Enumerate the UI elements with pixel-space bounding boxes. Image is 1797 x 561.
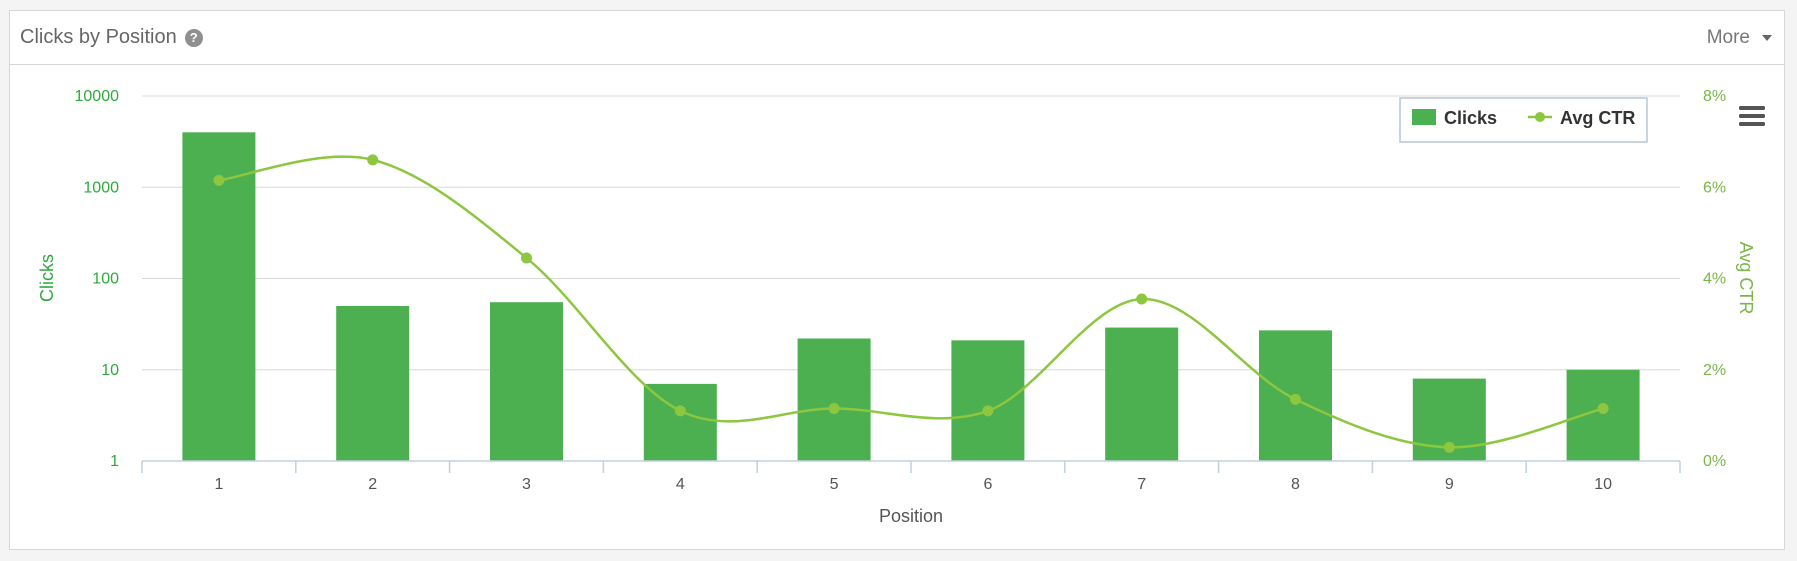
y-tick-label: 100 [92,271,119,288]
ctr-point [982,405,994,417]
ctr-point [213,174,225,186]
ctr-point [674,405,686,417]
bar [951,340,1025,461]
y-tick-label: 1000 [83,179,119,196]
more-dropdown-button[interactable]: More [1707,27,1772,49]
ctr-point [828,403,840,415]
y2-tick-label: 8% [1703,88,1726,105]
bar [643,383,717,461]
x-tick-label: 8 [1291,476,1300,493]
x-tick-label: 9 [1445,476,1454,493]
y2-axis-title: Avg CTR [1736,242,1756,315]
y2-tick-label: 6% [1703,179,1726,196]
ctr-point [367,154,379,166]
caret-down-icon [1762,34,1772,41]
ctr-point [1443,441,1455,453]
legend-ctr-marker [1535,112,1545,122]
panel-header: Clicks by Position ? More [10,11,1784,65]
x-axis-title: Position [879,506,943,526]
ctr-line [218,155,1604,449]
x-tick-label: 7 [1137,476,1146,493]
x-tick-label: 4 [676,476,685,493]
question-circle-icon[interactable]: ? [184,28,203,47]
y-tick-label: 10000 [75,88,120,105]
x-tick-label: 6 [983,476,992,493]
panel-title: Clicks by Position [20,26,177,48]
legend-clicks-swatch [1412,109,1436,125]
y2-tick-label: 2% [1703,362,1726,379]
hamburger-menu-icon[interactable] [1739,106,1765,126]
y-axis-title: Clicks [37,254,57,302]
y-tick-label: 10 [101,362,119,379]
ctr-point [1597,403,1609,415]
ctr-point [1136,293,1148,305]
x-tick-label: 2 [368,476,377,493]
ctr-point [521,252,532,264]
ctr-point [1290,393,1301,405]
legend-clicks-label: Clicks [1444,108,1497,128]
legend-box [1399,97,1648,143]
bar [797,338,871,461]
y2-tick-label: 4% [1703,271,1726,288]
x-tick-label: 10 [1594,476,1612,493]
legend-ctr-label: Avg CTR [1560,108,1635,128]
bar [1105,327,1179,461]
menu-bar [1739,122,1765,126]
x-tick-label: 1 [214,476,223,493]
bar [182,132,256,462]
more-label: More [1706,26,1750,48]
menu-bar [1739,114,1765,118]
y-tick-label: 1 [110,453,119,470]
x-tick-label: 3 [522,476,531,493]
bar [1566,369,1640,461]
title-group: Clicks by Position ? [20,26,203,49]
y2-tick-label: 0% [1703,453,1726,470]
bar [336,305,410,461]
menu-bar [1739,106,1765,110]
bar [490,302,563,461]
x-tick-label: 5 [830,476,839,493]
